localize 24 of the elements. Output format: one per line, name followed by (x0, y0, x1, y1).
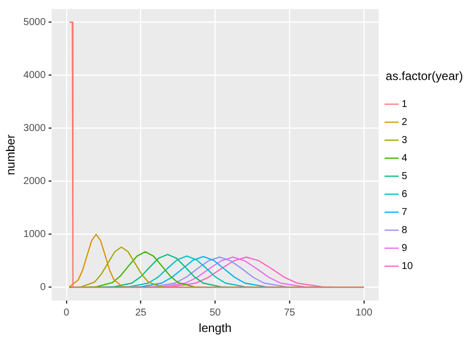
legend-label: 4 (402, 152, 408, 164)
y-tick-label: 4000 (23, 70, 46, 82)
legend-label: 7 (402, 206, 408, 218)
x-axis-title: length (198, 321, 232, 336)
y-tick-label: 0 (40, 282, 46, 294)
y-tick-label: 5000 (23, 17, 46, 28)
x-tick-label: 100 (356, 307, 373, 318)
y-tick-label: 1000 (23, 229, 46, 240)
legend-label: 2 (402, 116, 408, 128)
legend-label: 6 (402, 188, 408, 200)
legend-label: 9 (402, 242, 408, 254)
legend-label: 10 (402, 260, 414, 272)
legend-label: 1 (402, 98, 408, 110)
legend-label: 8 (402, 224, 408, 236)
y-tick-label: 2000 (23, 176, 46, 188)
legend-label: 3 (402, 134, 408, 146)
x-tick-label: 0 (64, 307, 70, 318)
y-tick-label: 3000 (23, 123, 46, 134)
x-tick-label: 75 (284, 307, 296, 318)
legend-title: as.factor(year) (386, 69, 463, 84)
x-tick-label: 50 (210, 307, 222, 318)
x-tick-label: 25 (135, 307, 147, 318)
legend-label: 5 (402, 170, 408, 182)
y-axis-title: number (4, 134, 18, 176)
